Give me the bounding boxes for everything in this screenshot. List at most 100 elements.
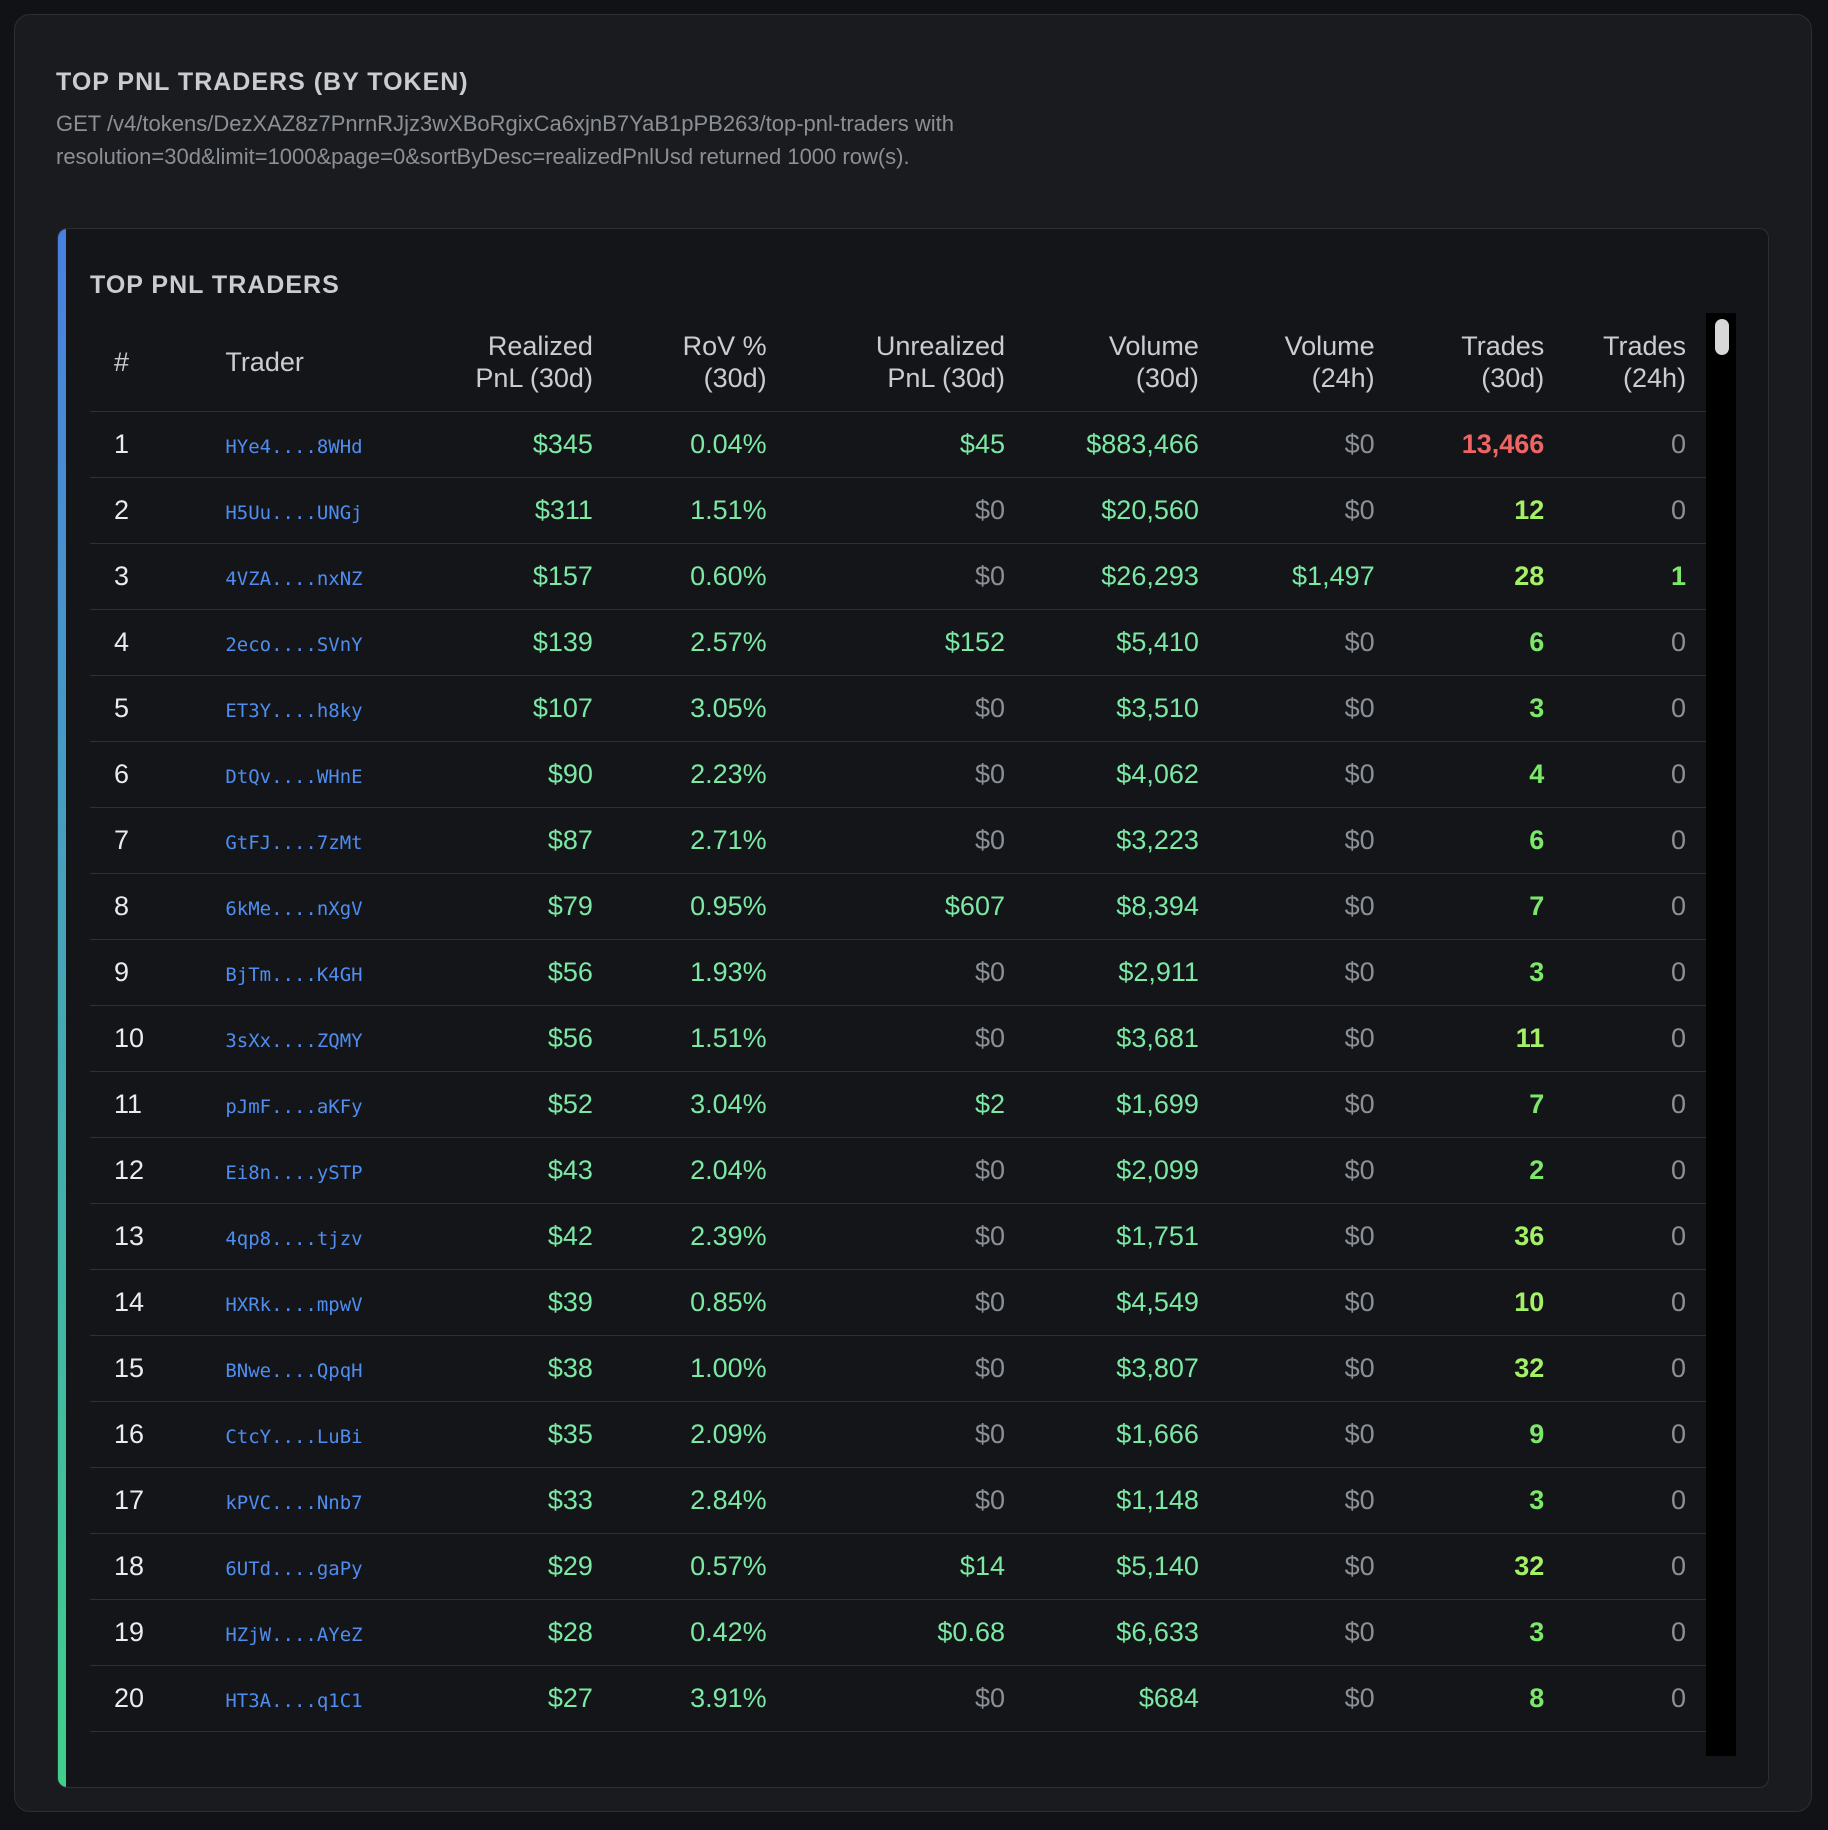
cell-rov: 2.09% bbox=[592, 1401, 767, 1468]
cell-trades-30d: 3 bbox=[1374, 1599, 1545, 1666]
table-row[interactable]: 3 4VZA....nxNZ $157 0.60% $0 $26,293 $1,497 28 1 bbox=[90, 543, 1710, 610]
cell-rov: 2.71% bbox=[592, 807, 767, 874]
trader-address-link[interactable]: DtQv....WHnE bbox=[225, 741, 408, 808]
scrollbar-thumb[interactable] bbox=[1715, 319, 1729, 355]
header-unrealized-pnl[interactable]: Unrealized PnL (30d) bbox=[766, 313, 1005, 412]
cell-trades-30d: 10 bbox=[1374, 1269, 1545, 1336]
table-row[interactable]: 10 3sXx....ZQMY $56 1.51% $0 $3,681 $0 11 0 bbox=[90, 1005, 1710, 1072]
table-row[interactable]: 15 BNwe....QpqH $38 1.00% $0 $3,807 $0 32 0 bbox=[90, 1335, 1710, 1402]
cell-trades-30d: 32 bbox=[1374, 1533, 1545, 1600]
cell-unrealized-pnl: $14 bbox=[766, 1533, 1005, 1600]
table-row[interactable]: 11 pJmF....aKFy $52 3.04% $2 $1,699 $0 7 0 bbox=[90, 1071, 1710, 1138]
cell-unrealized-pnl: $45 bbox=[766, 411, 1005, 478]
cell-volume-30d: $4,062 bbox=[1004, 741, 1199, 808]
trader-address-link[interactable]: H5Uu....UNGj bbox=[225, 477, 408, 544]
header-trader[interactable]: Trader bbox=[225, 313, 408, 412]
table-row[interactable]: 6 DtQv....WHnE $90 2.23% $0 $4,062 $0 4 0 bbox=[90, 741, 1710, 808]
trader-address-link[interactable]: Ei8n....ySTP bbox=[225, 1137, 408, 1204]
trader-address-link[interactable]: HT3A....q1C1 bbox=[225, 1665, 408, 1732]
trader-address-link[interactable]: 4VZA....nxNZ bbox=[225, 543, 408, 610]
table-row[interactable]: 5 ET3Y....h8ky $107 3.05% $0 $3,510 $0 3 0 bbox=[90, 675, 1710, 742]
trader-address-link[interactable]: 6UTd....gaPy bbox=[225, 1533, 408, 1600]
cell-volume-24h: $1,497 bbox=[1198, 543, 1375, 610]
cell-realized-pnl: $79 bbox=[407, 873, 593, 940]
trader-address-link[interactable]: 4qp8....tjzv bbox=[225, 1203, 408, 1270]
cell-unrealized-pnl: $0 bbox=[766, 675, 1005, 742]
header-trades-24h[interactable]: Trades (24h) bbox=[1544, 313, 1710, 412]
header-rov[interactable]: RoV % (30d) bbox=[592, 313, 767, 412]
cell-volume-24h: $0 bbox=[1198, 675, 1375, 742]
table-row[interactable]: 2 H5Uu....UNGj $311 1.51% $0 $20,560 $0 12 0 bbox=[90, 477, 1710, 544]
cell-realized-pnl: $27 bbox=[407, 1665, 593, 1732]
cell-realized-pnl: $38 bbox=[407, 1335, 593, 1402]
table-row[interactable]: 1 HYe4....8WHd $345 0.04% $45 $883,466 $0 13,46… bbox=[90, 411, 1710, 478]
page-title: TOP PNL TRADERS (BY TOKEN) bbox=[56, 68, 469, 96]
cell-trades-30d: 3 bbox=[1374, 675, 1545, 742]
trader-address-link[interactable]: CtcY....LuBi bbox=[225, 1401, 408, 1468]
trader-address-link[interactable]: HZjW....AYeZ bbox=[225, 1599, 408, 1666]
trader-address-link[interactable]: ET3Y....h8ky bbox=[225, 675, 408, 742]
cell-volume-30d: $1,148 bbox=[1004, 1467, 1199, 1534]
table-row[interactable]: 9 BjTm....K4GH $56 1.93% $0 $2,911 $0 3 0 bbox=[90, 939, 1710, 1006]
cell-rank: 6 bbox=[90, 741, 226, 808]
cell-rov: 2.23% bbox=[592, 741, 767, 808]
cell-rov: 1.00% bbox=[592, 1335, 767, 1402]
cell-realized-pnl: $107 bbox=[407, 675, 593, 742]
cell-unrealized-pnl: $0 bbox=[766, 741, 1005, 808]
cell-realized-pnl: $35 bbox=[407, 1401, 593, 1468]
header-volume-24h[interactable]: Volume (24h) bbox=[1198, 313, 1375, 412]
cell-realized-pnl: $56 bbox=[407, 939, 593, 1006]
trader-address-link[interactable]: HYe4....8WHd bbox=[225, 411, 408, 478]
table-row[interactable]: 19 HZjW....AYeZ $28 0.42% $0.68 $6,633 $0 3 0 bbox=[90, 1599, 1710, 1666]
traders-table: # Trader Realized PnL (30d) RoV % (30d) Un… bbox=[90, 313, 1710, 1732]
cell-unrealized-pnl: $0 bbox=[766, 477, 1005, 544]
cell-volume-30d: $3,681 bbox=[1004, 1005, 1199, 1072]
table-row[interactable]: 4 2eco....SVnY $139 2.57% $152 $5,410 $0 6 0 bbox=[90, 609, 1710, 676]
cell-volume-30d: $20,560 bbox=[1004, 477, 1199, 544]
cell-rov: 0.42% bbox=[592, 1599, 767, 1666]
cell-rank: 17 bbox=[90, 1467, 226, 1534]
cell-unrealized-pnl: $0 bbox=[766, 1467, 1005, 1534]
header-trades-30d[interactable]: Trades (30d) bbox=[1374, 313, 1545, 412]
top-pnl-traders-card: TOP PNL TRADERS # Trader Realized PnL (30… bbox=[57, 228, 1769, 1788]
cell-volume-24h: $0 bbox=[1198, 609, 1375, 676]
page-description: GET /v4/tokens/DezXAZ8z7PnrnRJjz3wXBoRgi… bbox=[56, 111, 954, 169]
cell-volume-24h: $0 bbox=[1198, 873, 1375, 940]
cell-rov: 3.05% bbox=[592, 675, 767, 742]
trader-address-link[interactable]: pJmF....aKFy bbox=[225, 1071, 408, 1138]
cell-trades-30d: 11 bbox=[1374, 1005, 1545, 1072]
trader-address-link[interactable]: kPVC....Nnb7 bbox=[225, 1467, 408, 1534]
table-row[interactable]: 8 6kMe....nXgV $79 0.95% $607 $8,394 $0 7 0 bbox=[90, 873, 1710, 940]
cell-trades-30d: 9 bbox=[1374, 1401, 1545, 1468]
trader-address-link[interactable]: 3sXx....ZQMY bbox=[225, 1005, 408, 1072]
table-row[interactable]: 17 kPVC....Nnb7 $33 2.84% $0 $1,148 $0 3 0 bbox=[90, 1467, 1710, 1534]
trader-address-link[interactable]: GtFJ....7zMt bbox=[225, 807, 408, 874]
cell-rov: 1.93% bbox=[592, 939, 767, 1006]
trader-address-link[interactable]: BNwe....QpqH bbox=[225, 1335, 408, 1402]
header-realized-pnl[interactable]: Realized PnL (30d) bbox=[407, 313, 593, 412]
table-row[interactable]: 16 CtcY....LuBi $35 2.09% $0 $1,666 $0 9 0 bbox=[90, 1401, 1710, 1468]
table-row[interactable]: 14 HXRk....mpwV $39 0.85% $0 $4,549 $0 10 0 bbox=[90, 1269, 1710, 1336]
cell-unrealized-pnl: $0 bbox=[766, 543, 1005, 610]
table-row[interactable]: 7 GtFJ....7zMt $87 2.71% $0 $3,223 $0 6 0 bbox=[90, 807, 1710, 874]
header-volume-30d[interactable]: Volume (30d) bbox=[1004, 313, 1199, 412]
cell-volume-30d: $2,911 bbox=[1004, 939, 1199, 1006]
cell-trades-24h: 0 bbox=[1544, 939, 1710, 1006]
table-row[interactable]: 12 Ei8n....ySTP $43 2.04% $0 $2,099 $0 2 0 bbox=[90, 1137, 1710, 1204]
trader-address-link[interactable]: HXRk....mpwV bbox=[225, 1269, 408, 1336]
cell-volume-24h: $0 bbox=[1198, 1203, 1375, 1270]
header-rank[interactable]: # bbox=[90, 313, 226, 412]
cell-trades-24h: 0 bbox=[1544, 477, 1710, 544]
table-row[interactable]: 20 HT3A....q1C1 $27 3.91% $0 $684 $0 8 0 bbox=[90, 1665, 1710, 1732]
table-scroll-area[interactable]: # Trader Realized PnL (30d) RoV % (30d) Un… bbox=[90, 313, 1738, 1756]
cell-trades-24h: 0 bbox=[1544, 411, 1710, 478]
trader-address-link[interactable]: 6kMe....nXgV bbox=[225, 873, 408, 940]
table-row[interactable]: 13 4qp8....tjzv $42 2.39% $0 $1,751 $0 36 0 bbox=[90, 1203, 1710, 1270]
vertical-scrollbar[interactable] bbox=[1706, 313, 1736, 1756]
trader-address-link[interactable]: BjTm....K4GH bbox=[225, 939, 408, 1006]
cell-trades-30d: 12 bbox=[1374, 477, 1545, 544]
card-title: TOP PNL TRADERS bbox=[90, 271, 340, 299]
trader-address-link[interactable]: 2eco....SVnY bbox=[225, 609, 408, 676]
panel: TOP PNL TRADERS (BY TOKEN) GET /v4/token… bbox=[14, 14, 1812, 1812]
table-row[interactable]: 18 6UTd....gaPy $29 0.57% $14 $5,140 $0 32 0 bbox=[90, 1533, 1710, 1600]
